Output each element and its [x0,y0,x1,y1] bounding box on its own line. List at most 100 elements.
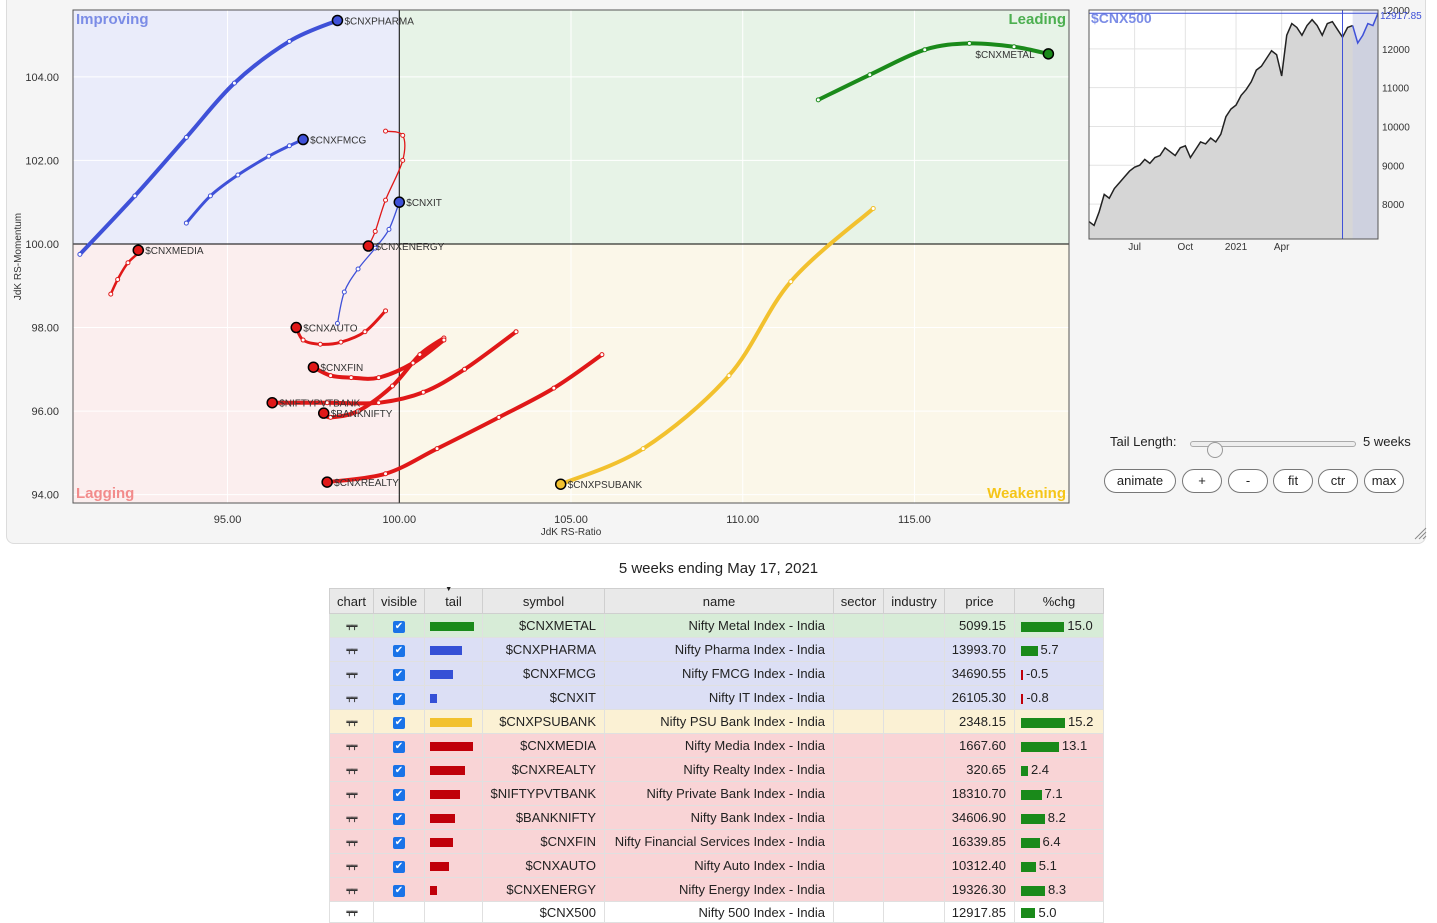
header-pct-change[interactable]: %chg [1014,588,1104,614]
head-point-cnxpharma[interactable] [331,14,344,27]
candlestick-chart-icon[interactable]: ⫧⫧ [346,836,357,849]
visible-checkbox[interactable]: ✔ [393,788,405,801]
series-cnxit[interactable]: $CNXIT [334,196,442,326]
series-cnxmedia[interactable]: $CNXMEDIA [108,244,204,297]
chart-cell[interactable]: ⫧⫧ [329,685,374,710]
head-point-cnxit[interactable] [393,196,406,208]
symbol-cell[interactable]: $CNXPSUBANK [482,709,605,734]
max-button[interactable]: max [1364,469,1404,493]
candlestick-chart-icon[interactable]: ⫧⫧ [346,884,357,897]
head-point-cnxmetal[interactable] [1042,48,1055,60]
candlestick-chart-icon[interactable]: ⫧⫧ [346,812,357,825]
tail-length-slider[interactable] [1190,441,1356,458]
head-point-cnxenergy[interactable] [362,240,375,252]
zoom-in-button[interactable]: + [1182,469,1222,493]
header-name[interactable]: name [604,588,834,614]
header-visible[interactable]: visible [373,588,425,614]
symbol-cell[interactable]: $CNX500 [482,901,605,923]
table-row[interactable]: ⫧⫧ ✔ $CNXMEDIA Nifty Media Index - India 166… [329,733,1104,758]
series-cnxfin[interactable]: $CNXFIN [307,337,447,381]
candlestick-chart-icon[interactable]: ⫧⫧ [346,620,357,633]
visible-checkbox[interactable]: ✔ [393,620,405,633]
visible-checkbox[interactable]: ✔ [393,764,405,777]
candlestick-chart-icon[interactable]: ⫧⫧ [346,764,357,777]
visible-checkbox[interactable]: ✔ [393,716,405,729]
visible-cell[interactable]: ✔ [373,637,425,662]
symbol-cell[interactable]: $CNXMETAL [482,613,605,638]
series-cnxrealty[interactable]: $CNXREALTY [321,352,605,489]
symbol-cell[interactable]: $BANKNIFTY [482,805,605,830]
visible-cell[interactable]: ✔ [373,757,425,782]
visible-cell[interactable]: ✔ [373,829,425,854]
chart-cell[interactable]: ⫧⫧ [329,613,374,638]
table-row[interactable]: ⫧⫧ ✔ $CNXENERGY Nifty Energy Index - India 1… [329,877,1104,902]
symbol-cell[interactable]: $NIFTYPVTBANK [482,781,605,806]
series-cnxpsubank[interactable]: $CNXPSUBANK [554,205,876,491]
visible-cell[interactable]: ✔ [373,781,425,806]
table-row[interactable]: ⫧⫧ ✔ $BANKNIFTY Nifty Bank Index - India 346… [329,805,1104,830]
series-banknifty[interactable]: $BANKNIFTY [317,335,447,420]
visible-cell[interactable]: ✔ [373,613,425,638]
series-cnxauto[interactable]: $CNXAUTO [290,308,389,347]
head-point-cnxfin[interactable] [307,361,320,373]
series-cnxpharma[interactable]: $CNXPHARMA [77,14,414,257]
visible-cell[interactable]: ✔ [373,877,425,902]
tail-length-slider-handle[interactable] [1207,442,1224,458]
visible-checkbox[interactable]: ✔ [393,860,405,873]
series-cnxfmcg[interactable]: $CNXFMCG [183,133,366,226]
candlestick-chart-icon[interactable]: ⫧⫧ [346,907,357,919]
fit-button[interactable]: fit [1273,469,1313,493]
header-symbol[interactable]: symbol [482,588,605,614]
symbol-cell[interactable]: $CNXAUTO [482,853,605,878]
header-price[interactable]: price [944,588,1015,614]
table-row[interactable]: ⫧⫧ ✔ $CNXAUTO Nifty Auto Index - India 10312… [329,853,1104,878]
chart-cell[interactable]: ⫧⫧ [329,733,374,758]
head-point-cnxauto[interactable] [290,321,302,334]
table-row[interactable]: ⫧⫧ ✔ $CNXFMCG Nifty FMCG Index - India 34690… [329,661,1104,686]
visible-checkbox[interactable]: ✔ [393,836,405,849]
resize-grip-icon[interactable] [1413,526,1427,540]
rrg-chart[interactable]: Improving Leading Lagging Weakening 95.00 100… [7,0,1083,544]
head-point-cnxrealty[interactable] [321,476,333,488]
candlestick-chart-icon[interactable]: ⫧⫧ [346,692,357,705]
header-sector[interactable]: sector [833,588,884,614]
candlestick-chart-icon[interactable]: ⫧⫧ [346,740,357,753]
visible-checkbox[interactable]: ✔ [393,692,405,705]
head-point-cnxmedia[interactable] [132,244,145,256]
chart-cell[interactable]: ⫧⫧ [329,709,374,734]
visible-cell[interactable]: ✔ [373,685,425,710]
visible-checkbox[interactable]: ✔ [393,668,405,681]
head-point-banknifty[interactable] [317,407,330,419]
table-row[interactable]: ⫧⫧ ✔ $CNXIT Nifty IT Index - India 26105.30-… [329,685,1104,710]
table-row[interactable]: ⫧⫧ ✔ $CNXPHARMA Nifty Pharma Index - India 1… [329,637,1104,662]
visible-checkbox[interactable]: ✔ [393,884,405,897]
visible-checkbox[interactable]: ✔ [393,644,405,657]
chart-cell[interactable]: ⫧⫧ [329,661,374,686]
visible-cell[interactable]: ✔ [373,853,425,878]
visible-cell[interactable]: ✔ [373,733,425,758]
candlestick-chart-icon[interactable]: ⫧⫧ [346,644,357,657]
chart-cell[interactable]: ⫧⫧ [329,637,374,662]
table-row[interactable]: ⫧⫧ ✔ $CNXMETAL Nifty Metal Index - India 509… [329,613,1104,638]
visible-checkbox[interactable]: ✔ [393,812,405,825]
header-industry[interactable]: industry [883,588,945,614]
visible-cell[interactable]: ✔ [373,805,425,830]
symbol-cell[interactable]: $CNXENERGY [482,877,605,902]
animate-button[interactable]: animate [1104,469,1176,493]
symbol-cell[interactable]: $CNXFMCG [482,661,605,686]
table-row[interactable]: ⫧⫧ $CNX500 Nifty 500 Index - India 12917.85… [329,901,1104,923]
chart-cell[interactable]: ⫧⫧ [329,781,374,806]
symbol-cell[interactable]: $CNXIT [482,685,605,710]
candlestick-chart-icon[interactable]: ⫧⫧ [346,788,357,801]
symbol-cell[interactable]: $CNXFIN [482,829,605,854]
candlestick-chart-icon[interactable]: ⫧⫧ [346,860,357,873]
candlestick-chart-icon[interactable]: ⫧⫧ [346,668,357,681]
center-button[interactable]: ctr [1318,469,1358,493]
visible-checkbox[interactable]: ✔ [393,740,405,753]
table-row[interactable]: ⫧⫧ ✔ $NIFTYPVTBANK Nifty Private Bank Index… [329,781,1104,806]
table-row[interactable]: ⫧⫧ ✔ $CNXPSUBANK Nifty PSU Bank Index - Ind… [329,709,1104,734]
header-tail[interactable]: ▼ tail [424,586,483,614]
header-chart[interactable]: chart [329,588,374,614]
visible-cell[interactable]: ✔ [373,661,425,686]
symbol-cell[interactable]: $CNXMEDIA [482,733,605,758]
